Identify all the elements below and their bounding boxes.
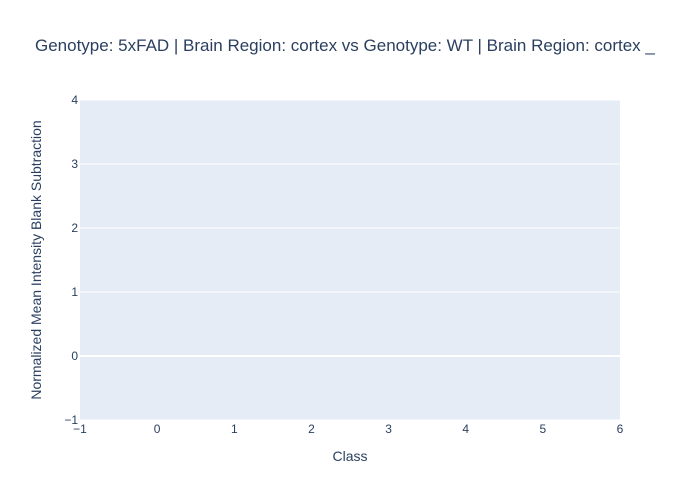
y-axis-title: Normalized Mean Intensity Blank Subtract… <box>28 120 44 399</box>
x-tick-label: 3 <box>385 422 392 436</box>
plot-area <box>80 100 620 420</box>
y-tick-label: 1 <box>71 285 78 299</box>
x-tick-label: 6 <box>617 422 624 436</box>
x-tick-label: 1 <box>231 422 238 436</box>
x-axis-title: Class <box>332 448 367 464</box>
x-tick-label: 0 <box>154 422 161 436</box>
tick-labels: −1 0 1 2 3 4 −1 0 1 2 3 4 5 6 <box>64 93 623 436</box>
y-tick-label: 2 <box>71 221 78 235</box>
y-tick-label: −1 <box>64 413 78 427</box>
y-tick-label: 0 <box>71 349 78 363</box>
x-tick-label: 4 <box>462 422 469 436</box>
x-tick-label: 5 <box>540 422 547 436</box>
x-tick-label: 2 <box>308 422 315 436</box>
chart-title: Genotype: 5xFAD | Brain Region: cortex v… <box>35 36 655 55</box>
gridlines <box>80 99 620 421</box>
x-tick-label: −1 <box>73 422 87 436</box>
y-tick-label: 4 <box>71 93 78 107</box>
y-tick-label: 3 <box>71 157 78 171</box>
